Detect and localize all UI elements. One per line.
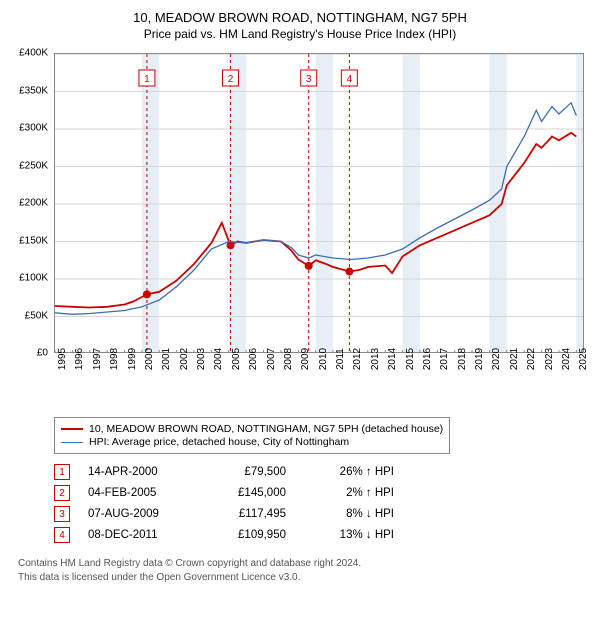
y-axis-label: £250K bbox=[8, 160, 48, 171]
legend-label: HPI: Average price, detached house, City… bbox=[89, 436, 349, 448]
event-row: 2 04-FEB-2005 £145,000 2% ↑ HPI bbox=[54, 485, 592, 501]
event-price: £79,500 bbox=[206, 466, 286, 478]
x-axis-label: 2006 bbox=[248, 348, 259, 370]
svg-text:4: 4 bbox=[347, 74, 353, 85]
x-axis-label: 2012 bbox=[352, 348, 363, 370]
y-axis-label: £200K bbox=[8, 198, 48, 209]
x-axis-label: 2015 bbox=[405, 348, 416, 370]
events-table: 1 14-APR-2000 £79,500 26% ↑ HPI 2 04-FEB-2005… bbox=[54, 464, 592, 543]
x-axis-label: 2004 bbox=[213, 348, 224, 370]
event-marker: 4 bbox=[54, 527, 70, 543]
event-price: £145,000 bbox=[206, 487, 286, 499]
event-row: 3 07-AUG-2009 £117,495 8% ↓ HPI bbox=[54, 506, 592, 522]
x-axis-label: 2016 bbox=[422, 348, 433, 370]
page-title: 10, MEADOW BROWN ROAD, NOTTINGHAM, NG7 5… bbox=[8, 10, 592, 25]
y-axis-label: £0 bbox=[8, 348, 48, 359]
footer-line1: Contains HM Land Registry data © Crown c… bbox=[18, 557, 592, 571]
x-axis-label: 2014 bbox=[387, 348, 398, 370]
x-axis-label: 1998 bbox=[109, 348, 120, 370]
x-axis-label: 1999 bbox=[127, 348, 138, 370]
footer-line2: This data is licensed under the Open Gov… bbox=[18, 571, 592, 585]
x-axis-label: 2005 bbox=[231, 348, 242, 370]
legend-swatch bbox=[61, 442, 83, 443]
x-axis-label: 1996 bbox=[74, 348, 85, 370]
x-axis-label: 2001 bbox=[161, 348, 172, 370]
event-row: 1 14-APR-2000 £79,500 26% ↑ HPI bbox=[54, 464, 592, 480]
x-axis-label: 2010 bbox=[318, 348, 329, 370]
svg-text:1: 1 bbox=[144, 74, 150, 85]
event-row: 4 08-DEC-2011 £109,950 13% ↓ HPI bbox=[54, 527, 592, 543]
legend: 10, MEADOW BROWN ROAD, NOTTINGHAM, NG7 5… bbox=[54, 417, 450, 454]
event-price: £109,950 bbox=[206, 529, 286, 541]
x-axis-label: 2025 bbox=[578, 348, 589, 370]
legend-label: 10, MEADOW BROWN ROAD, NOTTINGHAM, NG7 5… bbox=[89, 423, 443, 435]
event-delta: 8% ↓ HPI bbox=[304, 508, 394, 520]
event-delta: 2% ↑ HPI bbox=[304, 487, 394, 499]
y-axis-label: £350K bbox=[8, 85, 48, 96]
y-axis-label: £50K bbox=[8, 310, 48, 321]
x-axis-label: 1995 bbox=[57, 348, 68, 370]
y-axis-label: £300K bbox=[8, 123, 48, 134]
x-axis-label: 2007 bbox=[266, 348, 277, 370]
event-date: 14-APR-2000 bbox=[88, 466, 188, 478]
y-axis-label: £400K bbox=[8, 48, 48, 59]
x-axis-label: 2003 bbox=[196, 348, 207, 370]
x-axis-label: 2008 bbox=[283, 348, 294, 370]
y-axis-label: £100K bbox=[8, 273, 48, 284]
event-delta: 26% ↑ HPI bbox=[304, 466, 394, 478]
x-axis-label: 2024 bbox=[561, 348, 572, 370]
x-axis-label: 2022 bbox=[526, 348, 537, 370]
x-axis-label: 2021 bbox=[509, 348, 520, 370]
chart-container: 1 2 3 4 £0 £50K £100K £150K £200K £250K £300K £350… bbox=[8, 49, 592, 409]
x-axis-label: 1997 bbox=[92, 348, 103, 370]
svg-text:2: 2 bbox=[228, 74, 234, 85]
x-axis-label: 2020 bbox=[491, 348, 502, 370]
x-axis-label: 2002 bbox=[179, 348, 190, 370]
x-axis-label: 2011 bbox=[335, 348, 346, 370]
event-date: 04-FEB-2005 bbox=[88, 487, 188, 499]
x-axis-label: 2013 bbox=[370, 348, 381, 370]
footer: Contains HM Land Registry data © Crown c… bbox=[18, 557, 592, 584]
legend-swatch bbox=[61, 428, 83, 430]
event-date: 08-DEC-2011 bbox=[88, 529, 188, 541]
event-price: £117,495 bbox=[206, 508, 286, 520]
y-axis-label: £150K bbox=[8, 235, 48, 246]
legend-item: 10, MEADOW BROWN ROAD, NOTTINGHAM, NG7 5… bbox=[61, 423, 443, 435]
event-marker: 3 bbox=[54, 506, 70, 522]
x-axis-label: 2019 bbox=[474, 348, 485, 370]
x-axis-label: 2000 bbox=[144, 348, 155, 370]
chart-plot: 1 2 3 4 bbox=[54, 53, 584, 353]
page-subtitle: Price paid vs. HM Land Registry's House … bbox=[8, 27, 592, 41]
event-date: 07-AUG-2009 bbox=[88, 508, 188, 520]
x-axis-label: 2023 bbox=[544, 348, 555, 370]
event-marker: 1 bbox=[54, 464, 70, 480]
x-axis-label: 2017 bbox=[439, 348, 450, 370]
event-delta: 13% ↓ HPI bbox=[304, 529, 394, 541]
legend-item: HPI: Average price, detached house, City… bbox=[61, 436, 443, 448]
x-axis-label: 2018 bbox=[457, 348, 468, 370]
event-marker: 2 bbox=[54, 485, 70, 501]
x-axis-label: 2009 bbox=[300, 348, 311, 370]
svg-text:3: 3 bbox=[306, 74, 312, 85]
